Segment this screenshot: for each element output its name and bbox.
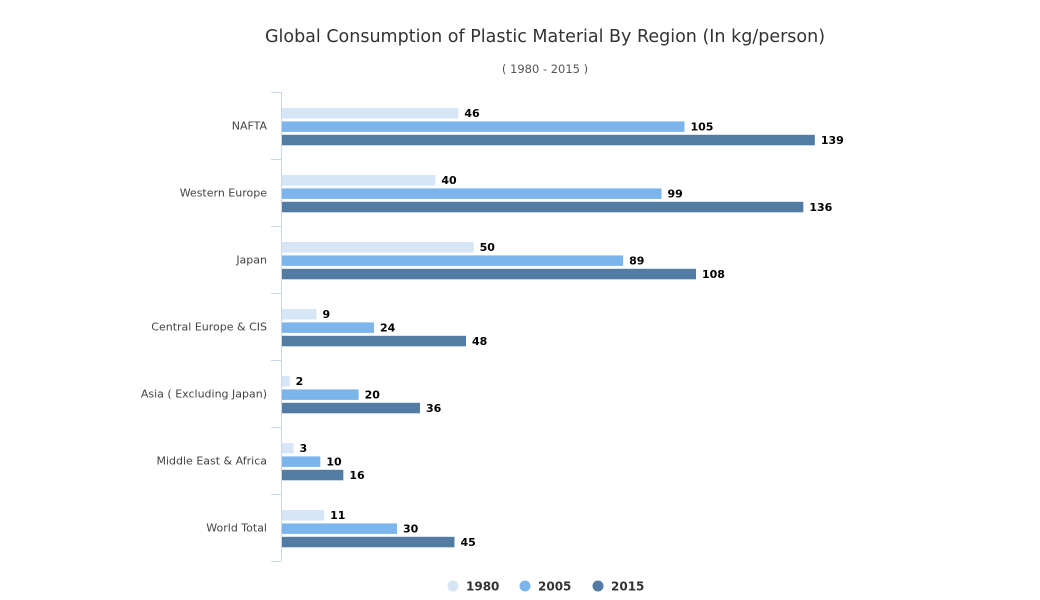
bar-world-total-2015[interactable] [282, 536, 455, 548]
bar-central-europe-cis-1980[interactable] [282, 309, 317, 320]
chart-title: Global Consumption of Plastic Material B… [264, 27, 826, 47]
data-label-nafta-2015: 139 [821, 134, 844, 147]
data-label-western-europe-2015: 136 [809, 201, 832, 214]
data-label-japan-1980: 50 [480, 241, 496, 254]
legend-label-2005: 2005 [538, 580, 571, 594]
chart-subtitle: ( 1980 - 2015 ) [501, 62, 589, 76]
bar-western-europe-1980[interactable] [282, 175, 436, 186]
legend-item-2005[interactable]: 2005 [519, 580, 572, 594]
bar-world-total-1980[interactable] [282, 510, 325, 521]
bar-central-europe-cis-2015[interactable] [282, 335, 466, 347]
bar-western-europe-2005[interactable] [282, 188, 662, 199]
legend-marker-2015 [592, 580, 604, 592]
data-label-middle-east-africa-1980: 3 [300, 442, 308, 455]
data-label-middle-east-africa-2005: 10 [326, 455, 342, 468]
category-axis: NAFTA Western Europe Japan Central Europe &… [141, 92, 282, 562]
data-label-central-europe-cis-2005: 24 [380, 321, 396, 334]
bar-western-europe-2015[interactable] [282, 201, 804, 213]
data-label-japan-2015: 108 [702, 268, 725, 281]
data-label-world-total-2015: 45 [461, 536, 476, 549]
bar-middle-east-africa-2005[interactable] [282, 456, 321, 467]
data-label-japan-2005: 89 [629, 254, 644, 267]
data-label-western-europe-1980: 40 [441, 174, 457, 187]
category-label-middle-east-africa: Middle East & Africa [156, 455, 267, 468]
bar-japan-2005[interactable] [282, 255, 624, 266]
legend-item-1980[interactable]: 1980 [447, 580, 500, 594]
data-label-middle-east-africa-2015: 16 [349, 469, 365, 482]
bar-nafta-2005[interactable] [282, 121, 685, 132]
bar-nafta-1980[interactable] [282, 108, 459, 119]
data-label-nafta-2005: 105 [691, 120, 714, 133]
bar-asia-excluding-japan-2005[interactable] [282, 389, 359, 400]
data-label-asia-excluding-japan-1980: 2 [296, 375, 304, 388]
category-label-japan: Japan [235, 254, 267, 267]
legend-marker-2005 [519, 580, 531, 592]
bar-asia-excluding-japan-1980[interactable] [282, 376, 290, 387]
data-label-world-total-1980: 11 [330, 509, 345, 522]
category-label-western-europe: Western Europe [180, 187, 268, 200]
bar-central-europe-cis-2005[interactable] [282, 322, 374, 333]
data-label-western-europe-2005: 99 [668, 187, 683, 200]
legend-item-2015[interactable]: 2015 [592, 580, 645, 594]
category-label-nafta: NAFTA [232, 120, 268, 133]
data-label-nafta-1980: 46 [464, 107, 480, 120]
bar-world-total-2005[interactable] [282, 523, 397, 534]
bar-japan-1980[interactable] [282, 242, 474, 253]
data-label-asia-excluding-japan-2015: 36 [426, 402, 442, 415]
legend[interactable]: 1980 2005 2015 [447, 580, 645, 594]
legend-label-2015: 2015 [611, 580, 644, 594]
category-label-central-europe-cis: Central Europe & CIS [151, 321, 267, 334]
data-label-world-total-2005: 30 [403, 522, 419, 535]
category-label-world-total: World Total [206, 522, 267, 535]
data-label-central-europe-cis-2015: 48 [472, 335, 487, 348]
bar-middle-east-africa-2015[interactable] [282, 469, 344, 481]
bars [282, 108, 815, 548]
data-label-central-europe-cis-1980: 9 [323, 308, 331, 321]
bar-nafta-2015[interactable] [282, 134, 815, 146]
data-label-asia-excluding-japan-2005: 20 [365, 388, 381, 401]
legend-marker-1980 [447, 580, 459, 592]
data-labels: 46 105 139 40 99 136 50 89 108 9 24 48 2 20 36 3 10 16 11 3… [296, 107, 844, 549]
bar-middle-east-africa-1980[interactable] [282, 443, 294, 454]
bar-japan-2015[interactable] [282, 268, 696, 280]
bar-asia-excluding-japan-2015[interactable] [282, 402, 420, 414]
legend-label-1980: 1980 [466, 580, 499, 594]
category-label-asia-excluding-japan: Asia ( Excluding Japan) [141, 388, 267, 401]
